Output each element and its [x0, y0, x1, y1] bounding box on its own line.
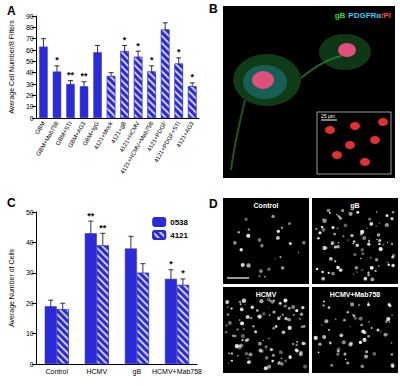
svg-text:20: 20: [26, 300, 34, 307]
svg-text:gB: gB: [133, 368, 142, 376]
svg-text:B: B: [209, 2, 218, 16]
svg-text:D: D: [209, 197, 218, 211]
svg-text:40: 40: [26, 69, 34, 76]
svg-text:**: **: [67, 70, 75, 80]
svg-text:GBM+STI: GBM+STI: [54, 120, 74, 147]
svg-text:10: 10: [26, 330, 34, 337]
svg-text:4121: 4121: [170, 231, 188, 240]
svg-text:*: *: [177, 47, 181, 57]
svg-text:gB: gB: [350, 202, 359, 210]
svg-text:30: 30: [26, 81, 34, 88]
svg-text:HCMV+Mab758: HCMV+Mab758: [152, 368, 202, 375]
svg-text:Control: Control: [45, 368, 68, 375]
svg-text:4121+PDGF+STI: 4121+PDGF+STI: [153, 120, 182, 164]
svg-text:4121+gB: 4121+gB: [109, 120, 128, 145]
svg-text:4121+Mock: 4121+Mock: [93, 120, 114, 150]
svg-text:*: *: [169, 259, 173, 269]
svg-text:HCMV+Mab758: HCMV+Mab758: [330, 291, 380, 298]
svg-text:C: C: [7, 196, 16, 210]
svg-text:gBPDGFRα/PI: gBPDGFRα/PI: [335, 11, 391, 20]
svg-text:20: 20: [26, 92, 34, 99]
svg-text:80: 80: [26, 24, 34, 31]
svg-text:A: A: [7, 4, 16, 18]
svg-text:*: *: [136, 41, 140, 51]
svg-text:4121+PDGF: 4121+PDGF: [145, 120, 168, 153]
svg-text:*: *: [123, 35, 127, 45]
svg-text:25 µm: 25 µm: [321, 113, 335, 119]
svg-text:40: 40: [26, 239, 34, 246]
svg-text:*: *: [55, 55, 59, 65]
svg-text:*: *: [190, 72, 194, 82]
svg-text:GBM+AG3: GBM+AG3: [66, 120, 87, 149]
svg-text:4121+AG3: 4121+AG3: [175, 120, 195, 149]
svg-text:0: 0: [30, 361, 34, 368]
svg-text:HCMV: HCMV: [256, 291, 277, 298]
svg-text:4121+HCMV+Mab758: 4121+HCMV+Mab758: [119, 120, 155, 176]
svg-text:GBM+IgG: GBM+IgG: [81, 120, 101, 147]
svg-text:50: 50: [26, 209, 34, 216]
svg-text:*: *: [181, 268, 185, 278]
svg-text:Average Cell Number/8 Filters: Average Cell Number/8 Filters: [8, 20, 16, 114]
svg-text:*: *: [150, 55, 154, 65]
svg-text:4121+HCMV: 4121+HCMV: [118, 120, 141, 154]
svg-text:Control: Control: [254, 202, 279, 209]
svg-text:**: **: [99, 223, 107, 233]
svg-text:30: 30: [26, 269, 34, 276]
svg-text:**: **: [87, 211, 95, 221]
svg-text:0538: 0538: [170, 218, 188, 227]
svg-text:60: 60: [26, 47, 34, 54]
svg-text:Average Number of Cells: Average Number of Cells: [8, 248, 16, 327]
svg-text:50: 50: [26, 58, 34, 65]
svg-text:GBM+Mab758: GBM+Mab758: [35, 120, 60, 157]
svg-text:HCMV: HCMV: [86, 368, 107, 375]
svg-text:70: 70: [26, 35, 34, 42]
svg-text:0: 0: [30, 115, 34, 122]
svg-text:**: **: [81, 71, 89, 81]
svg-text:90: 90: [26, 13, 34, 20]
svg-text:10: 10: [26, 103, 34, 110]
svg-text:GBM: GBM: [34, 120, 46, 135]
